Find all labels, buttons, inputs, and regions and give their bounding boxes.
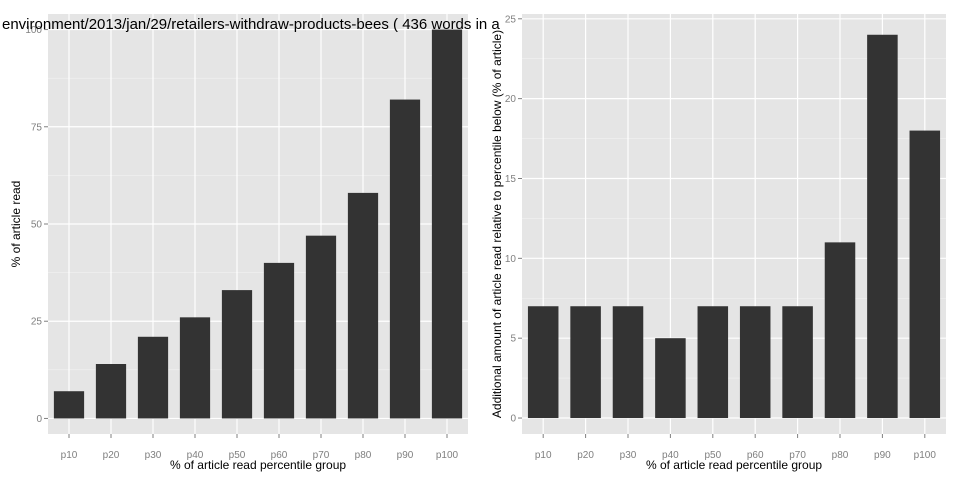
bar-p30 [612,306,644,419]
bar-p80 [347,192,379,419]
x-tick-label: p70 [789,450,806,461]
bar-p10 [527,306,559,419]
y-tick-label: 75 [31,122,43,133]
bar-p40 [179,317,211,419]
x-tick-label: p60 [747,450,764,461]
x-tick-label: p80 [832,450,849,461]
y-tick-marks-right [518,18,522,419]
bar-p90 [389,99,421,419]
x-axis-label-left: % of article read percentile group [170,458,346,472]
x-tick-label: p50 [704,450,721,461]
x-tick-label: p90 [874,450,891,461]
x-tick-labels-left: p10 p20 p30 p40 p50 p60 p70 p80 p90 p100 [61,450,459,461]
y-tick-label: 25 [505,14,517,25]
y-tick-label: 0 [36,414,42,425]
bars-left [53,29,463,419]
x-tick-label: p10 [61,450,78,461]
bar-p60 [739,306,771,419]
x-tick-label: p60 [271,450,288,461]
x-tick-label: p20 [103,450,120,461]
chart-title-left: environment/2013/jan/29/retailers-withdr… [2,16,500,33]
y-tick-label: 20 [505,94,517,105]
bar-p50 [221,290,253,419]
bar-p40 [655,338,686,419]
x-tick-label: p90 [397,450,414,461]
y-axis-label-left: % of article read [9,181,23,268]
y-tick-label: 5 [510,334,516,345]
y-tick-label: 10 [505,254,517,265]
bar-p100 [431,29,463,419]
bar-p30 [137,336,169,419]
x-tick-marks-left [68,434,448,438]
x-axis-label-right: % of article read percentile group [646,458,822,472]
bar-p10 [53,391,85,419]
x-tick-label: p30 [145,450,162,461]
bar-p50 [697,306,729,419]
y-axis-label-right: Additional amount of article read relati… [490,30,504,418]
x-tick-label: p80 [355,450,372,461]
bar-p20 [570,306,601,419]
bar-p70 [305,235,337,419]
y-tick-label: 100 [25,25,42,36]
x-tick-label: p50 [229,450,246,461]
x-tick-marks-right [542,434,926,438]
x-tick-label: p20 [577,450,594,461]
y-tick-labels-right: 0 5 10 15 20 25 [505,14,517,424]
x-tick-label: p40 [662,450,679,461]
x-tick-label: p30 [620,450,637,461]
x-tick-label: p10 [535,450,552,461]
y-tick-marks-left [44,29,48,419]
y-tick-label: 50 [31,220,43,231]
x-tick-label: p40 [187,450,204,461]
y-tick-label: 0 [510,414,516,425]
x-tick-label: p70 [313,450,330,461]
x-tick-label: p100 [436,450,459,461]
bars-right [527,34,941,419]
bar-p70 [782,306,813,419]
x-tick-label: p100 [914,450,937,461]
y-tick-labels-left: 0 25 50 75 100 [25,25,42,425]
y-tick-label: 15 [505,174,517,185]
bar-p60 [263,262,295,419]
y-tick-label: 25 [31,317,43,328]
bar-p100 [909,130,941,419]
bar-p90 [867,34,898,419]
bar-p80 [824,242,856,419]
x-tick-labels-right: p10 p20 p30 p40 p50 p60 p70 p80 p90 p100 [535,450,937,461]
bar-p20 [95,364,127,419]
